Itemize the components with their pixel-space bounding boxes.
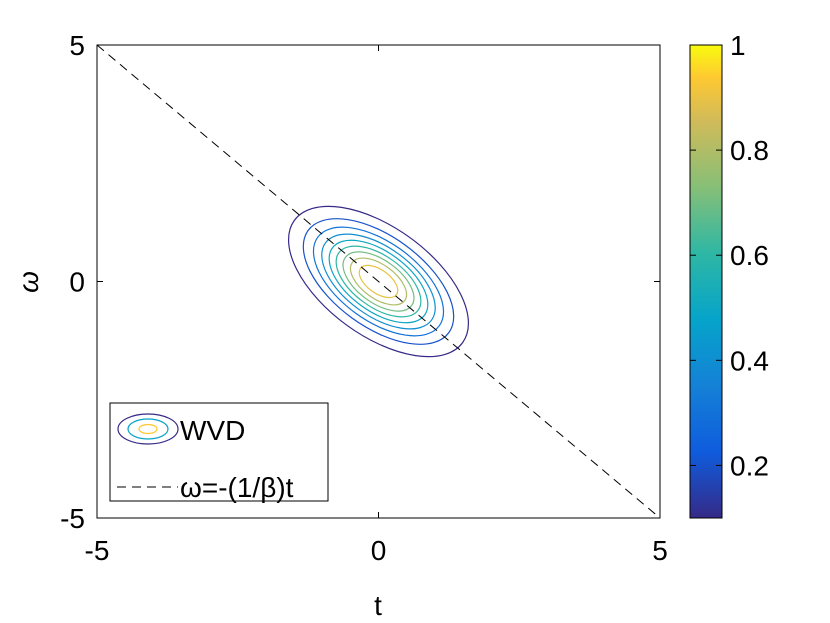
x-tick-label: 5 bbox=[652, 535, 668, 566]
contour-level-8 bbox=[349, 257, 408, 306]
contour-level-1 bbox=[287, 205, 470, 358]
colorbar-tick-label: 0.6 bbox=[730, 240, 769, 271]
wvd-contours bbox=[287, 205, 470, 358]
colorbar-tick-label: 0.8 bbox=[730, 135, 769, 166]
colorbar-gradient bbox=[689, 44, 723, 519]
contour-level-3 bbox=[312, 226, 445, 337]
legend-label-wvd: WVD bbox=[180, 415, 245, 446]
legend: WVD ω=-(1/β)t bbox=[109, 402, 329, 503]
reference-line bbox=[97, 45, 660, 518]
contour-level-7 bbox=[342, 251, 415, 312]
colorbar: 0.2 0.4 0.6 0.8 1 bbox=[689, 30, 769, 519]
y-tick-label: 0 bbox=[69, 267, 85, 298]
legend-contour-icon bbox=[117, 413, 179, 445]
axis-ticks: -5 0 5 -5 0 5 bbox=[60, 30, 668, 566]
y-tick-label: -5 bbox=[60, 503, 85, 534]
contour-level-2 bbox=[302, 218, 455, 345]
colorbar-tick-label: 0.2 bbox=[730, 450, 769, 481]
contour-level-9 bbox=[358, 264, 399, 299]
y-tick-label: 5 bbox=[69, 30, 85, 61]
legend-label-reference: ω=-(1/β)t bbox=[180, 472, 294, 503]
x-axis-label: t bbox=[374, 590, 382, 621]
contour-level-4 bbox=[321, 233, 436, 330]
x-tick-label: -5 bbox=[85, 535, 110, 566]
contour-level-5 bbox=[328, 239, 429, 324]
colorbar-tick-label: 1 bbox=[730, 30, 746, 61]
colorbar-ticks: 0.2 0.4 0.6 0.8 1 bbox=[690, 30, 769, 481]
y-axis-label: ω bbox=[13, 271, 44, 293]
colorbar-tick-label: 0.4 bbox=[730, 345, 769, 376]
x-tick-label: 0 bbox=[371, 535, 387, 566]
contour-level-6 bbox=[335, 245, 422, 318]
